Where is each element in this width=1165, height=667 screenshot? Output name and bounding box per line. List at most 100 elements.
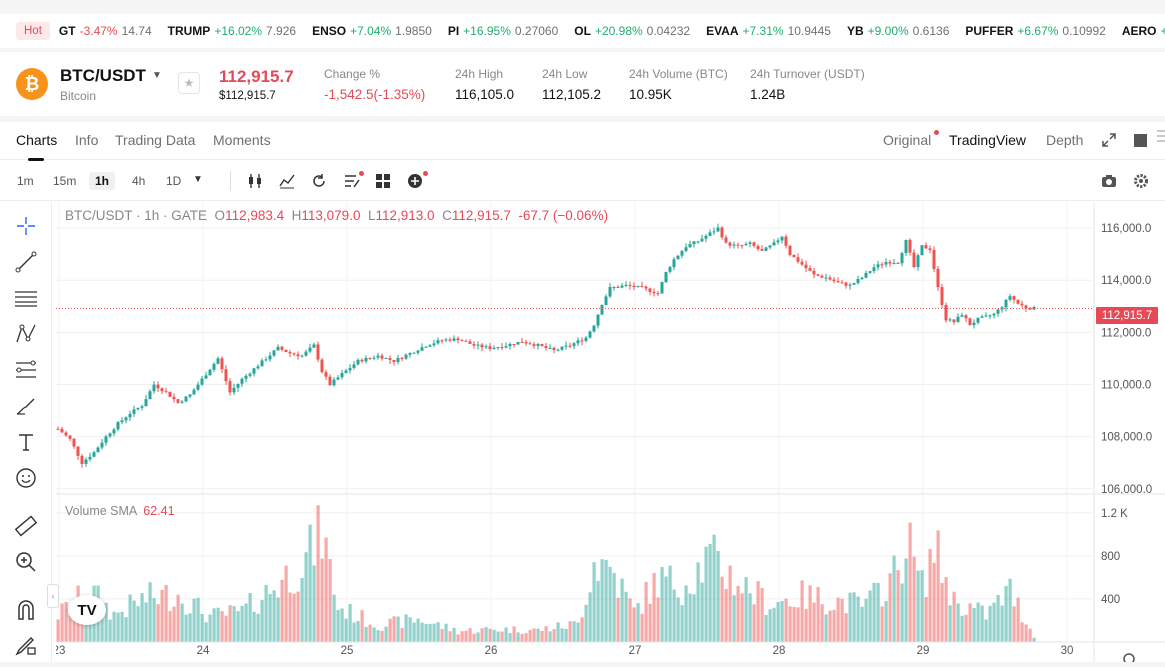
- candle-body: [948, 319, 952, 321]
- candle-body: [976, 317, 980, 323]
- legend-l-label: L: [367, 208, 376, 223]
- layout-icon[interactable]: [1134, 134, 1147, 147]
- volume-bar: [56, 619, 60, 642]
- candle-body: [216, 358, 220, 364]
- ticker-item[interactable]: TRUMP +16.02% 7.926: [168, 24, 296, 38]
- view-depth[interactable]: Depth: [1046, 132, 1084, 148]
- candle-body: [144, 399, 148, 407]
- candle-body: [116, 422, 120, 430]
- interval-dropdown-icon[interactable]: ▼: [193, 174, 203, 185]
- volume-bar: [348, 603, 352, 642]
- candle-body: [156, 384, 160, 389]
- candle-body: [420, 347, 424, 351]
- stat-label: 24h Low: [542, 67, 588, 81]
- candle-body: [600, 305, 604, 315]
- settings-list-icon[interactable]: [343, 172, 361, 190]
- lock-drawing-icon[interactable]: [14, 634, 38, 658]
- candle-body: [376, 355, 380, 358]
- camera-icon[interactable]: [1100, 172, 1118, 190]
- collapse-toolbar-icon[interactable]: ‹: [47, 584, 59, 608]
- view-tradingview[interactable]: TradingView: [949, 132, 1027, 148]
- brush-icon[interactable]: [14, 394, 38, 418]
- candle-body: [204, 375, 208, 379]
- interval-1d[interactable]: 1D: [166, 174, 182, 188]
- axis-settings-icon[interactable]: [1123, 653, 1135, 665]
- ticker-item[interactable]: ENSO +7.04% 1.9850: [312, 24, 432, 38]
- candle-body: [516, 341, 520, 345]
- zoom-in-icon[interactable]: [14, 550, 38, 574]
- view-original[interactable]: Original: [883, 132, 932, 148]
- emoji-icon[interactable]: [14, 466, 38, 490]
- volume-bar: [720, 576, 724, 642]
- volume-bar: [124, 617, 128, 642]
- ticker-item[interactable]: PI +16.95% 0.27060: [448, 24, 558, 38]
- candle-body: [616, 286, 620, 288]
- magnet-icon[interactable]: [14, 598, 38, 622]
- tab-charts[interactable]: Charts: [16, 132, 58, 161]
- candle-body: [748, 242, 752, 244]
- fib-retracement-icon[interactable]: [14, 358, 38, 382]
- volume-bar: [396, 616, 400, 642]
- tab-info[interactable]: Info: [75, 132, 99, 148]
- text-tool-icon[interactable]: [14, 430, 38, 454]
- grid-layout-icon[interactable]: [374, 172, 392, 190]
- volume-bar: [640, 613, 644, 642]
- volume-bar: [908, 522, 912, 642]
- ticker-change: +9.00%: [867, 24, 909, 38]
- more-icon[interactable]: [1157, 130, 1165, 142]
- price-chart[interactable]: 116,000.0 114,000.0 112,000.0 110,000.0 108,…: [47, 202, 1165, 665]
- interval-1h[interactable]: 1h: [89, 172, 116, 190]
- crosshair-icon[interactable]: [14, 214, 38, 238]
- candle-body: [160, 388, 164, 392]
- volume-bar: [1004, 585, 1008, 642]
- pair-selector[interactable]: BTC/USDT ▼: [60, 66, 162, 86]
- ticker-item[interactable]: EVAA +7.31% 10.9445: [706, 24, 831, 38]
- volume-bar: [748, 593, 752, 642]
- candle-body: [568, 345, 572, 347]
- ticker-item[interactable]: YB +9.00% 0.6136: [847, 24, 949, 38]
- interval-1m[interactable]: 1m: [17, 174, 34, 188]
- candle-body: [240, 378, 244, 384]
- add-indicator-icon[interactable]: [406, 172, 424, 190]
- horizontal-lines-icon[interactable]: [14, 286, 38, 310]
- interval-15m[interactable]: 15m: [53, 174, 77, 188]
- indicators-icon[interactable]: [278, 172, 296, 190]
- volume-bar: [512, 626, 516, 642]
- volume-bar: [988, 605, 992, 642]
- volume-bar: [60, 603, 64, 642]
- volume-bar: [164, 584, 168, 642]
- candlestick-type-icon[interactable]: [246, 172, 264, 190]
- gear-icon[interactable]: [1132, 172, 1150, 190]
- tab-moments[interactable]: Moments: [213, 132, 271, 148]
- tab-trading-data[interactable]: Trading Data: [115, 132, 196, 148]
- legend-open: 112,983.4: [225, 208, 285, 223]
- volume-bar: [1016, 597, 1020, 642]
- tradingview-logo[interactable]: TV: [68, 595, 106, 625]
- hot-badge[interactable]: Hot: [16, 22, 50, 40]
- volume-bar: [272, 590, 276, 642]
- coin-name: Bitcoin: [60, 89, 97, 103]
- pattern-icon[interactable]: [14, 322, 38, 346]
- trend-line-icon[interactable]: [14, 250, 38, 274]
- price-tick-label: 112,000.0: [1101, 327, 1151, 339]
- volume-bar: [540, 631, 544, 642]
- candle-body: [244, 375, 248, 379]
- ticker-item[interactable]: AERO+6.6: [1122, 24, 1165, 38]
- ticker-item[interactable]: GT -3.47% 14.74: [59, 24, 152, 38]
- ticker-item[interactable]: OL +20.98% 0.04232: [574, 24, 690, 38]
- volume-bar: [668, 565, 672, 642]
- volume-bar: [776, 602, 780, 642]
- volume-bar: [984, 619, 988, 642]
- candle-body: [340, 373, 344, 378]
- replay-icon[interactable]: [310, 172, 328, 190]
- favorite-star-icon[interactable]: ★: [178, 72, 200, 94]
- candle-body: [1004, 299, 1008, 308]
- volume-bar: [108, 619, 112, 642]
- ruler-icon[interactable]: [14, 514, 38, 538]
- interval-4h[interactable]: 4h: [132, 174, 146, 188]
- candle-body: [812, 270, 816, 275]
- expand-icon[interactable]: [1102, 133, 1116, 147]
- volume-bar: [416, 618, 420, 642]
- time-tick-label: 27: [629, 645, 642, 657]
- ticker-item[interactable]: PUFFER +6.67% 0.10992: [965, 24, 1105, 38]
